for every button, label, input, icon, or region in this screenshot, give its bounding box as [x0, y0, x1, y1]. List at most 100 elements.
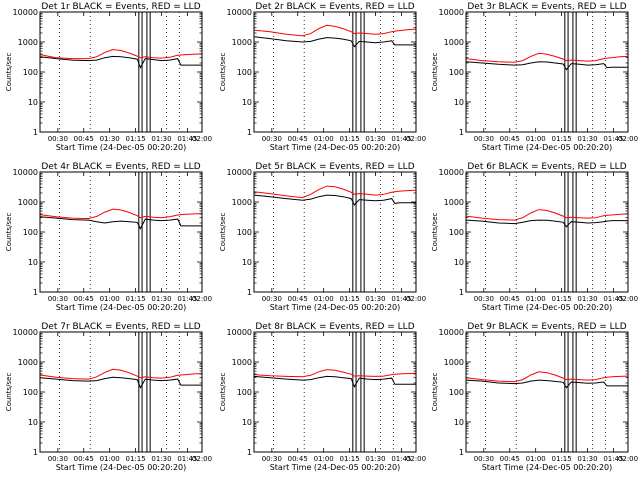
x-tick-label: 01:45 — [177, 135, 197, 143]
x-tick-label: 01:30 — [365, 295, 385, 303]
x-tick-label: 00:45 — [288, 455, 308, 463]
detector-panel-7: Det 7r BLACK = Events, RED = LLD 1 10 100 10… — [5, 322, 212, 472]
detector-panel-4: Det 4r BLACK = Events, RED = LLD 1 10 100 10… — [5, 162, 212, 312]
x-tick-label: 01:45 — [391, 135, 411, 143]
x-tick-label: 01:15 — [125, 455, 145, 463]
panel-title: Det 2r BLACK = Events, RED = LLD — [255, 2, 414, 12]
x-axis-label: Start Time (24-Dec-05 00:20:20) — [56, 463, 187, 472]
y-tick-label: 10 — [454, 418, 464, 427]
y-tick-label: 1 — [247, 128, 252, 137]
y-axis-label: Counts/sec — [431, 53, 439, 92]
y-tick-label: 1000 — [444, 198, 464, 207]
x-tick-label: 01:00 — [314, 455, 334, 463]
panel-title: Det 6r BLACK = Events, RED = LLD — [467, 162, 626, 172]
y-tick-label: 10000 — [227, 168, 252, 177]
series-line-lld — [39, 49, 203, 60]
series-line-events — [253, 194, 416, 206]
panel-title: Det 5r BLACK = Events, RED = LLD — [255, 162, 414, 172]
y-tick-label: 10 — [242, 258, 252, 267]
y-axis-label: Counts/sec — [431, 373, 439, 412]
x-tick-label: 00:45 — [500, 295, 520, 303]
y-tick-label: 100 — [23, 68, 38, 77]
x-tick-label: 00:45 — [74, 135, 94, 143]
detector-panel-2: Det 2r BLACK = Events, RED = LLD 1 10 100 10… — [219, 2, 426, 152]
series-line-lld — [39, 208, 203, 220]
y-tick-label: 1000 — [232, 198, 252, 207]
y-tick-label: 100 — [23, 228, 38, 237]
y-tick-label: 1 — [459, 128, 464, 137]
x-tick-label: 02:00 — [618, 455, 638, 463]
y-tick-label: 10 — [242, 418, 252, 427]
x-tick-label: 00:30 — [474, 455, 494, 463]
x-tick-label: 01:15 — [551, 295, 571, 303]
y-tick-label: 1000 — [444, 38, 464, 47]
x-tick-label: 01:15 — [125, 135, 145, 143]
x-tick-label: 00:30 — [474, 135, 494, 143]
y-tick-label: 10000 — [13, 168, 38, 177]
y-tick-label: 1000 — [18, 38, 38, 47]
x-tick-label: 01:30 — [577, 455, 597, 463]
y-tick-label: 10000 — [439, 168, 464, 177]
series-line-lld — [253, 185, 417, 199]
y-tick-label: 10000 — [227, 8, 252, 17]
y-tick-label: 100 — [23, 388, 38, 397]
x-tick-label: 02:00 — [192, 455, 212, 463]
x-tick-label: 01:45 — [177, 295, 197, 303]
x-tick-label: 01:00 — [100, 455, 120, 463]
y-axis-label: Counts/sec — [5, 53, 13, 92]
x-tick-label: 00:30 — [262, 455, 282, 463]
x-tick-label: 02:00 — [192, 135, 212, 143]
x-tick-label: 01:00 — [100, 295, 120, 303]
series-line-events — [39, 376, 202, 389]
detector-panel-3: Det 3r BLACK = Events, RED = LLD 1 10 100 10… — [431, 2, 638, 152]
y-tick-label: 100 — [449, 228, 464, 237]
series-line-events — [465, 219, 628, 228]
series-line-events — [253, 375, 416, 388]
panel-title: Det 4r BLACK = Events, RED = LLD — [41, 162, 200, 172]
x-tick-label: 01:30 — [151, 455, 171, 463]
x-tick-label: 01:45 — [603, 295, 623, 303]
y-tick-label: 100 — [237, 388, 252, 397]
x-tick-label: 01:00 — [526, 295, 546, 303]
detector-panel-1: Det 1r BLACK = Events, RED = LLD 1 10 100 10… — [5, 2, 212, 152]
x-tick-label: 01:30 — [365, 455, 385, 463]
detector-panel-9: Det 9r BLACK = Events, RED = LLD 1 10 100 10… — [431, 322, 638, 472]
detector-panel-6: Det 6r BLACK = Events, RED = LLD 1 10 100 10… — [431, 162, 638, 312]
x-tick-label: 00:30 — [262, 295, 282, 303]
series-line-lld — [465, 371, 629, 383]
x-axis-label: Start Time (24-Dec-05 00:20:20) — [56, 143, 187, 152]
y-tick-label: 10 — [242, 98, 252, 107]
y-axis-label: Counts/sec — [219, 373, 227, 412]
y-tick-label: 10 — [454, 258, 464, 267]
y-tick-label: 10000 — [439, 328, 464, 337]
y-tick-label: 1 — [33, 448, 38, 457]
y-tick-label: 100 — [237, 68, 252, 77]
x-tick-label: 01:45 — [603, 455, 623, 463]
y-axis-label: Counts/sec — [431, 213, 439, 252]
x-tick-label: 02:00 — [406, 295, 426, 303]
panel-title: Det 9r BLACK = Events, RED = LLD — [467, 322, 626, 332]
x-tick-label: 01:00 — [526, 135, 546, 143]
x-tick-label: 02:00 — [406, 135, 426, 143]
x-tick-label: 01:30 — [151, 295, 171, 303]
y-tick-label: 1 — [247, 448, 252, 457]
panel-title: Det 7r BLACK = Events, RED = LLD — [41, 322, 200, 332]
x-axis-label: Start Time (24-Dec-05 00:20:20) — [270, 463, 401, 472]
x-tick-label: 02:00 — [406, 455, 426, 463]
panel-title: Det 3r BLACK = Events, RED = LLD — [467, 2, 626, 12]
y-tick-label: 1 — [33, 128, 38, 137]
y-tick-label: 1 — [459, 448, 464, 457]
x-tick-label: 01:15 — [551, 135, 571, 143]
detector-panel-8: Det 8r BLACK = Events, RED = LLD 1 10 100 10… — [219, 322, 426, 472]
x-tick-label: 00:30 — [48, 295, 68, 303]
x-tick-label: 01:45 — [177, 455, 197, 463]
y-tick-label: 1000 — [18, 358, 38, 367]
y-axis-label: Counts/sec — [5, 373, 13, 412]
x-tick-label: 01:30 — [100, 135, 120, 143]
detector-panel-5: Det 5r BLACK = Events, RED = LLD 1 10 100 10… — [219, 162, 426, 312]
series-line-events — [39, 55, 202, 69]
y-tick-label: 1000 — [18, 198, 38, 207]
x-tick-label: 01:45 — [603, 135, 623, 143]
series-line-lld — [39, 368, 203, 380]
x-tick-label: 01:30 — [577, 135, 597, 143]
